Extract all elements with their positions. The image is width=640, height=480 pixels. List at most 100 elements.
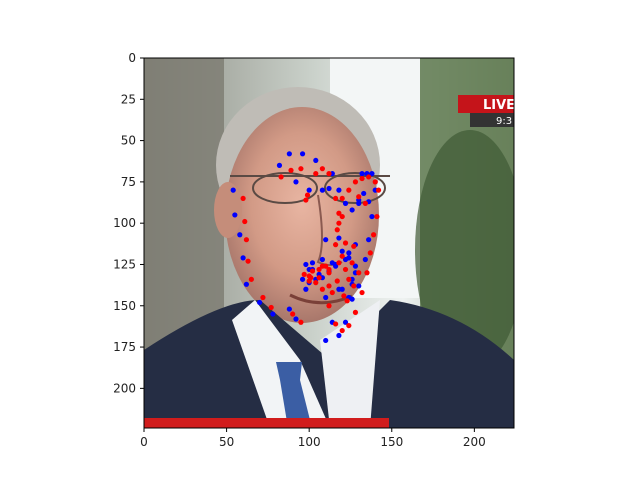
- x-tick-label: 200: [463, 435, 486, 449]
- landmark-point-s0-1: [232, 212, 238, 218]
- landmark-point-s1-15: [336, 210, 342, 216]
- landmark-point-s1-0: [240, 195, 246, 202]
- landmark-points: [230, 151, 382, 344]
- landmark-point-s0-8: [286, 151, 292, 157]
- landmark-point-s0-3: [240, 255, 246, 261]
- landmark-point-s1-38: [301, 271, 307, 277]
- landmark-point-s1-28: [352, 309, 359, 315]
- landmark-point-s1-66: [342, 266, 349, 273]
- landmark-point-s1-34: [313, 280, 319, 286]
- y-tick-label: 25: [121, 92, 136, 106]
- landmark-point-s0-35: [303, 261, 309, 268]
- landmark-point-s0-64: [359, 171, 365, 177]
- y-tick-label: 0: [128, 51, 136, 65]
- y-tick-label: 100: [113, 216, 136, 230]
- landmark-point-s1-60: [333, 242, 339, 248]
- landmark-point-s0-59: [323, 337, 329, 344]
- landmark-point-s1-51: [336, 220, 342, 226]
- landmark-point-s1-47: [351, 283, 357, 289]
- landmark-point-s1-61: [336, 260, 342, 266]
- landmark-point-s1-1: [242, 218, 248, 225]
- live-time-text: 9:3: [496, 116, 512, 127]
- landmark-point-s1-6: [268, 304, 274, 311]
- landmark-point-s0-67: [346, 250, 352, 256]
- landmark-point-s1-8: [288, 167, 294, 173]
- landmark-point-s1-9: [298, 166, 304, 172]
- landmark-point-s0-30: [336, 332, 342, 339]
- landmark-point-s1-19: [359, 175, 365, 182]
- landmark-point-s1-33: [319, 286, 325, 292]
- landmark-point-s1-32: [326, 303, 332, 309]
- landmark-point-s1-26: [364, 270, 370, 276]
- landmark-point-s0-53: [333, 263, 339, 269]
- landmark-point-s1-46: [344, 298, 350, 304]
- landmark-point-s1-49: [351, 243, 357, 249]
- landmark-point-s0-36: [293, 316, 299, 322]
- landmark-point-s1-45: [341, 293, 347, 299]
- landmark-point-s1-53: [319, 263, 325, 269]
- landmark-point-s1-16: [339, 195, 345, 202]
- landmark-point-s1-64: [356, 194, 362, 200]
- landmark-point-s0-26: [362, 256, 368, 263]
- y-tick-label: 75: [121, 175, 136, 189]
- landmark-point-s1-21: [372, 179, 378, 185]
- landmark-point-s0-7: [276, 162, 283, 168]
- landmark-point-s1-30: [339, 327, 345, 334]
- landmark-point-s0-40: [309, 260, 316, 266]
- landmark-point-s1-58: [339, 213, 345, 220]
- y-tick-label: 50: [121, 134, 136, 148]
- landmark-point-s0-66: [356, 200, 362, 206]
- landmark-point-s0-22: [369, 171, 375, 177]
- landmark-point-s0-24: [369, 213, 375, 220]
- landmark-point-s0-29: [342, 319, 349, 325]
- landmark-point-s0-2: [237, 232, 243, 238]
- landmark-point-s0-10: [299, 151, 306, 157]
- landmark-point-s1-2: [243, 237, 250, 243]
- landmark-point-s0-58: [303, 286, 309, 292]
- landmark-point-s1-5: [260, 294, 266, 301]
- landmark-point-s0-16: [336, 187, 342, 193]
- landmark-point-s1-31: [333, 321, 339, 327]
- landmark-point-s1-4: [248, 276, 254, 282]
- x-tick-label: 0: [140, 435, 148, 449]
- landmark-point-s0-32: [323, 294, 329, 301]
- landmark-point-s1-48: [356, 270, 362, 276]
- landmark-point-s1-24: [370, 232, 377, 238]
- landmark-point-s1-22: [375, 187, 382, 193]
- landmark-point-s0-14: [326, 185, 332, 192]
- landmark-point-s1-36: [298, 319, 304, 325]
- landmark-point-s0-41: [319, 256, 325, 263]
- landmark-point-s1-3: [245, 258, 251, 264]
- landmark-point-s0-9: [293, 179, 299, 185]
- landmark-point-s0-5: [257, 299, 263, 306]
- landmark-point-s0-11: [306, 187, 312, 193]
- landmark-point-s1-20: [366, 174, 372, 180]
- landmark-point-s1-18: [352, 179, 359, 185]
- landmark-point-s0-49: [352, 263, 359, 269]
- landmark-point-s1-7: [278, 174, 284, 180]
- landmark-point-s1-12: [319, 166, 325, 172]
- landmark-point-s1-27: [359, 289, 365, 296]
- x-tick-label: 150: [380, 435, 403, 449]
- landmark-point-s0-20: [361, 190, 367, 197]
- landmark-point-s0-13: [319, 187, 325, 193]
- y-tick-label: 125: [113, 257, 136, 271]
- landmark-point-s1-44: [334, 278, 340, 284]
- landmark-point-s0-6: [270, 311, 276, 317]
- landmark-point-s0-42: [323, 237, 329, 243]
- landmark-point-s1-11: [313, 171, 319, 177]
- landmark-point-s0-17: [342, 200, 349, 206]
- landmark-point-s1-40: [316, 266, 322, 273]
- landmark-point-s1-23: [374, 213, 380, 220]
- live-overlay-text: LIVE: [483, 98, 515, 113]
- landmark-point-s1-67: [339, 253, 345, 259]
- landmark-point-s0-0: [230, 187, 236, 193]
- y-tick-label: 200: [113, 381, 136, 395]
- x-tick-label: 50: [219, 435, 234, 449]
- landmark-point-s1-25: [367, 250, 373, 256]
- x-tick-label: 100: [298, 435, 321, 449]
- landmark-point-s1-50: [342, 240, 349, 246]
- landmark-point-s1-13: [326, 171, 332, 177]
- landmark-point-s0-25: [366, 237, 372, 243]
